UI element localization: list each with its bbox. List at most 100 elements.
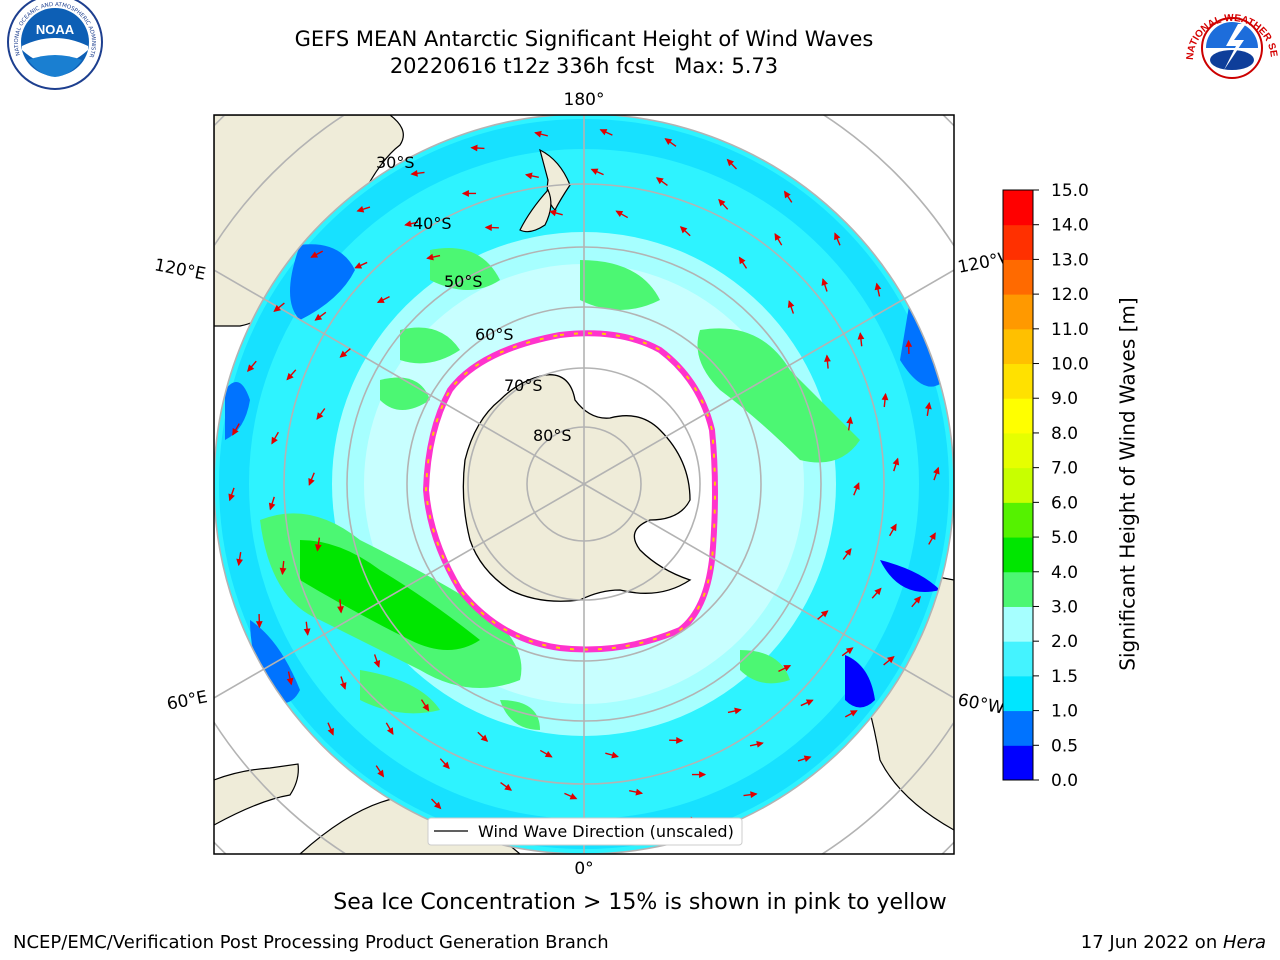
wave-arrow-head — [820, 610, 829, 618]
wave-arrow-head — [544, 750, 553, 758]
chart-title: GEFS MEAN Antarctic Significant Height o… — [294, 27, 874, 51]
wave-arrow-head — [726, 158, 734, 167]
wave-arrow-head — [534, 130, 542, 138]
lat-label-50s: 50°S — [444, 272, 483, 291]
wave-arrow-head — [734, 707, 742, 715]
colorbar-tick-label: 0.0 — [1051, 771, 1078, 791]
wave-arrow-head — [461, 190, 469, 197]
wave-arrow-head — [356, 205, 365, 213]
lon-label-60e: 60°E — [165, 687, 209, 714]
wave-arrow-head — [376, 296, 385, 303]
colorbar-band — [1003, 224, 1033, 260]
colorbar-tick-label: 8.0 — [1051, 424, 1078, 444]
caption: Sea Ice Concentration > 15% is shown in … — [333, 890, 947, 915]
wave-arrow-head — [756, 740, 764, 748]
map-frame — [213, 114, 955, 855]
colorbar-band — [1003, 398, 1033, 434]
wave-arrow-head — [887, 656, 895, 664]
wave-arrow-head — [699, 771, 707, 778]
wave-arrow-head — [549, 209, 557, 217]
wave-arrow-head — [279, 567, 287, 576]
colorbar: 0.0 0.5 1.0 1.5 2.0 3.0 4.0 5.0 6.0 7.0 8.0 9.0 10.0… — [1002, 181, 1089, 791]
wave-arrow-head — [504, 783, 513, 791]
new-zealand-south — [519, 188, 552, 233]
wave-arrow-head — [271, 436, 278, 445]
wave-arrow-head — [354, 262, 363, 269]
colorbar-tick-label: 4.0 — [1051, 563, 1078, 583]
colorbar-frame — [1002, 189, 1034, 781]
wave-arrow-head — [247, 364, 255, 372]
wave-arrow-head — [783, 665, 792, 672]
arrow-legend-label: Wind Wave Direction (unscaled) — [478, 822, 734, 841]
lon-label-60w: 60°W — [956, 690, 1006, 719]
wave-arrow-head — [611, 751, 619, 759]
wave-arrow-head — [913, 596, 921, 604]
colorbar-band — [1003, 641, 1033, 677]
wave-arrow-head — [853, 482, 860, 491]
wave-arrow-head — [738, 256, 746, 265]
colorbar-label: Significant Height of Wind Waves [m] — [1115, 297, 1140, 671]
colorbar-band — [1003, 606, 1033, 642]
wave-arrow-head — [881, 392, 889, 401]
wave-arrow-head — [308, 477, 315, 486]
colorbar-tick-label: 7.0 — [1051, 459, 1078, 479]
colorbar-band — [1003, 363, 1033, 399]
colorbar-tick-label: 11.0 — [1051, 320, 1089, 340]
colorbar-band — [1003, 571, 1033, 607]
graticule — [214, 115, 954, 854]
wave-arrow-head — [874, 282, 882, 291]
wave-arrow-head — [410, 169, 418, 177]
colorbar-band — [1003, 675, 1033, 712]
colorbar-tick-label: 12.0 — [1051, 285, 1089, 305]
colorbar-tick-label: 6.0 — [1051, 493, 1078, 513]
wave-arrow-head — [286, 677, 294, 686]
wave-arrow-head — [750, 791, 758, 799]
wave-arrow-head — [783, 190, 791, 199]
colorbar-tick-label: 10.0 — [1051, 355, 1089, 375]
wave-arrow-head — [386, 727, 394, 736]
colorbar-tick-label: 3.0 — [1051, 597, 1078, 617]
lon-label-180: 180° — [564, 90, 605, 110]
colorbar-band — [1003, 710, 1033, 746]
arrow-legend: Wind Wave Direction (unscaled) — [427, 817, 743, 846]
wave-arrow-head — [787, 300, 795, 308]
wave-arrow-head — [905, 339, 913, 347]
wave-arrow-head — [844, 548, 852, 556]
wave-arrow-head — [892, 457, 900, 466]
colorbar-band — [1003, 294, 1033, 330]
colorbar-band — [1003, 328, 1033, 365]
wave-arrow-head — [228, 493, 235, 502]
colorbar-band — [1003, 432, 1033, 469]
colorbar-tick-label: 13.0 — [1051, 250, 1089, 270]
wave-arrow-head — [569, 793, 578, 800]
wave-arrow-head — [615, 210, 624, 218]
wave-arrow-head — [337, 606, 344, 614]
colorbar-band — [1003, 467, 1033, 503]
wave-arrow-head — [255, 621, 263, 629]
wave-arrow-head — [857, 332, 865, 340]
wave-arrow-head — [824, 354, 831, 362]
lat-label-80s: 80°S — [533, 426, 572, 445]
wave-arrow-head — [890, 523, 897, 532]
wave-arrow-head — [679, 226, 688, 234]
wave-arrow-head — [434, 801, 442, 810]
colorbar-band — [1003, 190, 1033, 226]
wave-arrow-head — [635, 788, 644, 796]
colorbar-tick-label: 1.5 — [1051, 667, 1078, 687]
wave-arrow-head — [664, 138, 673, 145]
wave-arrow-head — [655, 177, 664, 185]
wave-arrow-head — [339, 682, 347, 690]
colorbar-tick-label: 14.0 — [1051, 216, 1089, 236]
nws-logo: NATIONAL WEATHER SERVICE — [0, 0, 1280, 96]
footer-host: Hera — [1222, 932, 1266, 953]
wave-arrow-head — [316, 412, 324, 420]
colorbar-tick-label: 2.0 — [1051, 632, 1078, 652]
chart-subtitle: 20220616 t12z 336h fcst Max: 5.73 — [389, 54, 779, 78]
wave-arrow-head — [925, 401, 932, 410]
lat-label-30s: 30°S — [376, 153, 415, 172]
wave-arrow-head — [803, 755, 812, 763]
lon-label-120e: 120°E — [153, 255, 208, 284]
footer-date-text: 17 Jun 2022 on — [1080, 932, 1223, 953]
madagascar-land — [214, 763, 299, 826]
colorbar-band — [1003, 537, 1033, 573]
